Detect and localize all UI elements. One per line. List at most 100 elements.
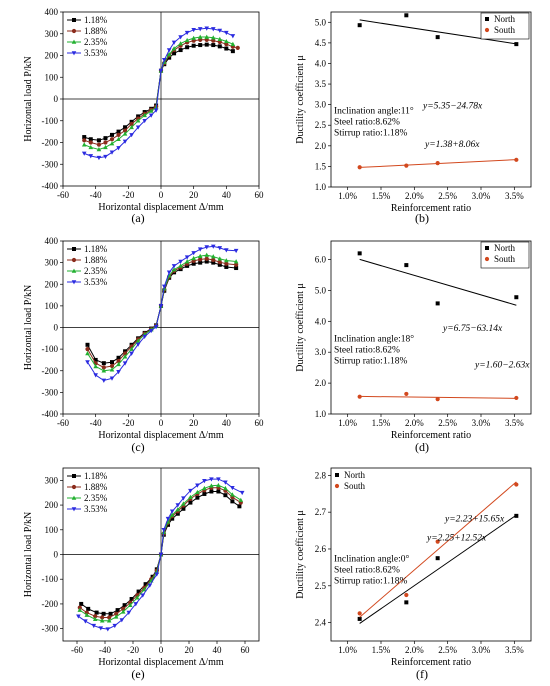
data-point xyxy=(136,589,141,594)
series-1.88% xyxy=(85,256,239,370)
series-3.53% xyxy=(81,26,236,161)
series-2.35% xyxy=(85,252,239,373)
data-point xyxy=(198,260,203,265)
x-tick-label: 20 xyxy=(189,418,199,428)
y-tick-label: 2.5 xyxy=(315,581,327,591)
x-tick-label: -40 xyxy=(99,645,111,655)
fit-equation: y=1.38+8.06x xyxy=(424,140,480,150)
data-point xyxy=(116,146,121,151)
data-point xyxy=(235,45,240,50)
data-point xyxy=(204,34,210,39)
data-point xyxy=(209,483,214,488)
x-tick-label: 60 xyxy=(241,645,251,655)
data-point xyxy=(191,261,196,266)
y-tick-label: 6.0 xyxy=(315,255,327,265)
data-point xyxy=(86,606,91,611)
panel-caption: (e) xyxy=(131,667,144,681)
y-tick-label: 2.7 xyxy=(315,507,327,517)
data-point xyxy=(85,342,90,347)
fit-line xyxy=(359,514,517,624)
data-point xyxy=(181,496,186,501)
x-tick-label: 40 xyxy=(213,645,223,655)
annotation-text: Inclination angle:11° xyxy=(334,106,414,117)
data-point xyxy=(99,618,105,623)
data-point xyxy=(115,608,120,613)
series-3.53% xyxy=(85,244,239,383)
data-point xyxy=(184,255,190,260)
legend-marker xyxy=(72,474,76,478)
data-point xyxy=(404,263,409,268)
y-axis-label: Horizontal load P/kN xyxy=(23,56,34,142)
plot-frame xyxy=(330,240,532,415)
data-point xyxy=(122,139,128,144)
data-point xyxy=(435,161,440,166)
data-point xyxy=(185,45,190,50)
data-point xyxy=(101,611,106,616)
y-tick-label: 200 xyxy=(45,500,59,510)
data-point xyxy=(82,138,87,143)
data-point xyxy=(142,118,147,124)
data-point xyxy=(129,121,134,127)
series-South xyxy=(357,391,519,402)
legend-marker xyxy=(71,28,77,34)
data-point xyxy=(188,488,193,494)
panel-caption: (a) xyxy=(131,211,144,225)
data-point xyxy=(113,614,119,619)
data-point xyxy=(188,500,193,505)
y-tick-label: -200 xyxy=(42,599,59,609)
data-point xyxy=(122,354,128,359)
data-point xyxy=(116,361,121,367)
data-point xyxy=(204,245,210,250)
y-tick-label: 2.8 xyxy=(315,470,327,480)
data-point xyxy=(514,157,519,162)
data-point xyxy=(230,41,236,46)
panel-caption: (f) xyxy=(416,667,428,681)
data-point xyxy=(126,610,132,615)
fit-equation: y=6.75−63.14x xyxy=(442,324,503,334)
data-point xyxy=(166,270,172,275)
data-point xyxy=(233,248,239,254)
y-tick-label: 300 xyxy=(45,29,59,39)
data-point xyxy=(109,367,115,372)
data-point xyxy=(94,610,99,615)
data-point xyxy=(357,394,362,399)
legend-marker xyxy=(71,257,77,263)
plot-frame xyxy=(330,11,532,188)
data-point xyxy=(122,603,127,608)
data-point xyxy=(357,23,362,28)
x-tick-label: -20 xyxy=(122,190,134,200)
data-point xyxy=(514,295,519,300)
data-point xyxy=(101,378,107,383)
series-North xyxy=(357,251,519,306)
data-point xyxy=(153,108,159,113)
series-South xyxy=(357,481,519,618)
legend: 1.18%1.88%2.35%3.53% xyxy=(67,471,108,514)
y-tick-label: 3.0 xyxy=(315,347,327,357)
annotation-text: Stirrup ratio:1.18% xyxy=(334,576,407,586)
y-tick-label: 4.5 xyxy=(315,38,327,48)
annotation-text: Inclination angle:0° xyxy=(334,553,409,564)
data-point xyxy=(230,492,235,497)
legend-label: South xyxy=(494,25,516,35)
data-point xyxy=(129,133,134,138)
x-tick-label: 0 xyxy=(159,418,164,428)
data-point xyxy=(210,254,216,259)
data-point xyxy=(234,266,239,271)
y-axis-label: Ductility coefficient μ xyxy=(295,55,306,143)
chart-e: -60 -40 -20 0 20 40 60-300-200-1000100200300Ho… xyxy=(23,467,260,681)
data-point xyxy=(106,618,112,623)
series-North xyxy=(357,13,519,47)
data-point xyxy=(101,361,106,366)
data-point xyxy=(166,48,172,53)
data-point xyxy=(77,605,82,610)
x-tick-label: 0 xyxy=(159,645,164,655)
legend-marker xyxy=(71,507,77,512)
data-point xyxy=(217,36,223,41)
x-tick-label: 20 xyxy=(189,190,199,200)
data-point xyxy=(175,507,181,512)
y-tick-label: 0 xyxy=(54,323,59,333)
x-tick-label: -60 xyxy=(71,645,83,655)
data-point xyxy=(223,493,228,498)
data-point xyxy=(82,135,87,140)
